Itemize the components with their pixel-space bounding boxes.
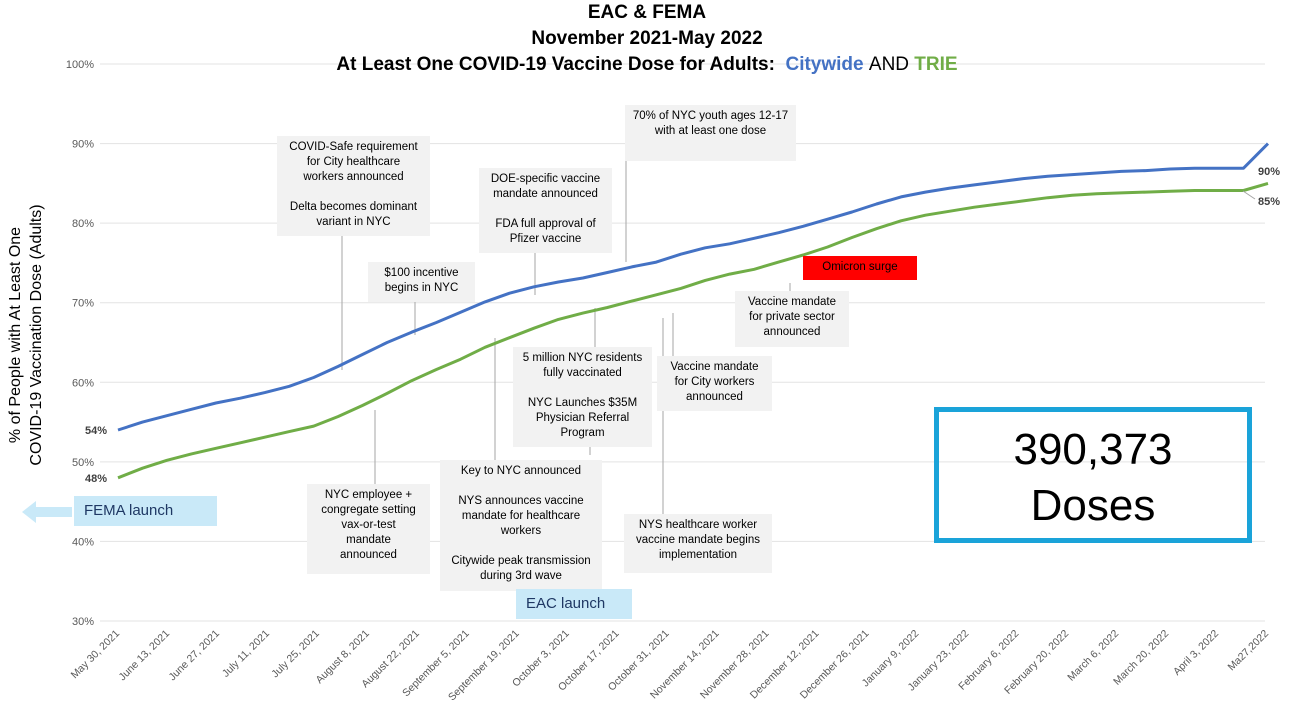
- title-line-1: EAC & FEMA: [587, 2, 707, 23]
- title-line-3: At Least One COVID-19 Vaccine Dose for A…: [0, 52, 1294, 78]
- y-axis-ticks: 30% 40% 60% 70% 80% 90% 100% 50%: [66, 59, 94, 628]
- chart-title: EAC & FEMA November 2021-May 2022 At Lea…: [0, 0, 1294, 78]
- y-tick-label: 40%: [72, 536, 94, 548]
- title-and: AND: [868, 54, 910, 75]
- eac-launch-label: EAC launch: [516, 589, 632, 619]
- title-prefix: At Least One COVID-19 Vaccine Dose for A…: [336, 54, 775, 75]
- title-citywide: Citywide: [785, 54, 864, 75]
- x-tick-label: April 3, 2022: [1171, 628, 1221, 678]
- title-trie: TRIE: [914, 54, 958, 75]
- y-tick-label: 100%: [66, 59, 94, 71]
- title-line-2: November 2021-May 2022: [531, 28, 763, 49]
- annotation-key-nyc: Key to NYC announced NYS announces vacci…: [440, 460, 602, 591]
- series-start-label: 54%: [85, 425, 107, 437]
- y-tick-label: 90%: [72, 139, 94, 151]
- y-tick-label: 30%: [72, 616, 94, 628]
- series-line-citywide: [117, 142, 1270, 432]
- x-tick-label: June 27, 2021: [166, 628, 222, 684]
- x-tick-label: July 25, 2021: [269, 628, 322, 681]
- y-tick-label: 80%: [72, 218, 94, 230]
- annotation-city-workers: Vaccine mandate for City workers announc…: [657, 356, 772, 411]
- fema-launch-label: FEMA launch: [74, 496, 217, 526]
- x-tick-label: May 30, 2021: [69, 628, 123, 682]
- annotation-covid-safe: COVID-Safe requirement for City healthca…: [277, 136, 430, 236]
- x-tick-label: Ma27,2022: [1225, 628, 1271, 674]
- annotation-omicron: Omicron surge: [803, 256, 917, 280]
- series-end-label: 90%: [1258, 166, 1280, 178]
- x-tick-label: March 6, 2022: [1065, 628, 1121, 684]
- x-tick-label: July 11, 2021: [220, 628, 272, 680]
- y-tick-label: 50%: [72, 457, 94, 469]
- doses-label: Doses: [1030, 481, 1156, 530]
- annotation-youth: 70% of NYC youth ages 12-17 with at leas…: [625, 105, 796, 161]
- series-lines: [117, 142, 1270, 480]
- annotation-5million: 5 million NYC residents fully vaccinated…: [513, 347, 652, 447]
- annotation-incentive: $100 incentive begins in NYC: [368, 262, 475, 302]
- y-axis-label-line1: % of People with At Least One: [7, 227, 24, 443]
- y-axis-label-line2: COVID-19 Vaccination Dose (Adults): [28, 204, 45, 465]
- series-line-trie: [117, 181, 1269, 480]
- y-tick-label: 70%: [72, 298, 94, 310]
- doses-number: 390,373: [1013, 425, 1173, 474]
- end-label-leader-line: [1242, 190, 1256, 200]
- series-end-labels: 54% 90% 48% 85%: [85, 166, 1280, 485]
- series-start-label: 48%: [85, 473, 107, 485]
- left-arrow-icon: [22, 501, 72, 523]
- annotation-doe-fda: DOE-specific vaccine mandate announced F…: [479, 168, 612, 253]
- y-tick-label: 60%: [72, 377, 94, 389]
- annotation-private-sector: Vaccine mandate for private sector annou…: [735, 291, 849, 347]
- annotation-nys-hcw: NYS healthcare worker vaccine mandate be…: [624, 514, 772, 573]
- x-tick-label: June 13, 2021: [117, 628, 173, 684]
- doses-callout: 390,373 Doses: [934, 407, 1252, 543]
- series-end-label: 85%: [1258, 196, 1280, 208]
- annotation-nyc-employee: NYC employee + congregate setting vax-or…: [307, 484, 430, 574]
